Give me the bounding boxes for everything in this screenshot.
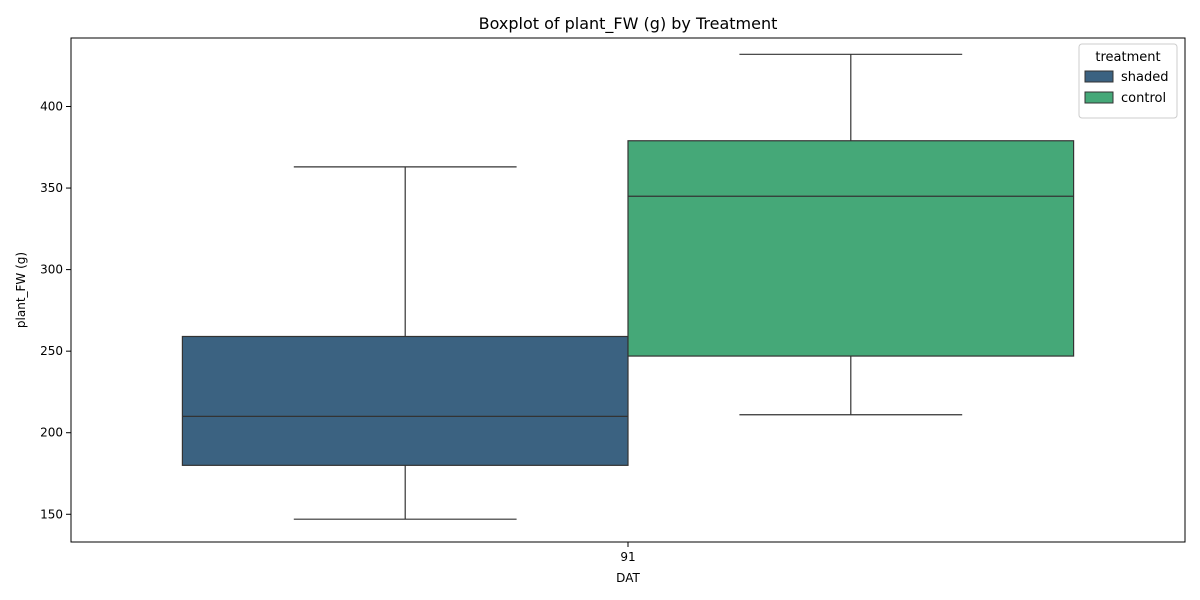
- y-tick-label: 300: [40, 263, 63, 277]
- y-tick-label: 150: [40, 507, 63, 521]
- legend-label-control: control: [1121, 91, 1166, 106]
- chart-title: Boxplot of plant_FW (g) by Treatment: [479, 14, 778, 34]
- box-shaded: [181, 166, 629, 520]
- box-body: [627, 140, 1075, 357]
- y-tick-label: 250: [40, 344, 63, 358]
- y-axis: 150 200 250 300 350 400: [40, 100, 71, 521]
- legend-swatch-shaded: [1084, 70, 1114, 83]
- y-tick-label: 350: [40, 181, 63, 195]
- x-tick-label: 91: [620, 550, 635, 564]
- x-axis: 91: [620, 542, 636, 564]
- x-axis-label: DAT: [616, 571, 640, 585]
- box-control: [627, 53, 1075, 416]
- legend-swatch-control: [1084, 91, 1114, 104]
- y-axis-label: plant_FW (g): [14, 252, 28, 328]
- y-tick-label: 400: [40, 100, 63, 114]
- plot-area: [70, 37, 1186, 543]
- box-body: [181, 335, 629, 466]
- legend: treatment shaded control: [1078, 43, 1178, 119]
- y-tick-label: 200: [40, 426, 63, 440]
- legend-title: treatment: [1095, 50, 1160, 65]
- legend-label-shaded: shaded: [1121, 70, 1168, 85]
